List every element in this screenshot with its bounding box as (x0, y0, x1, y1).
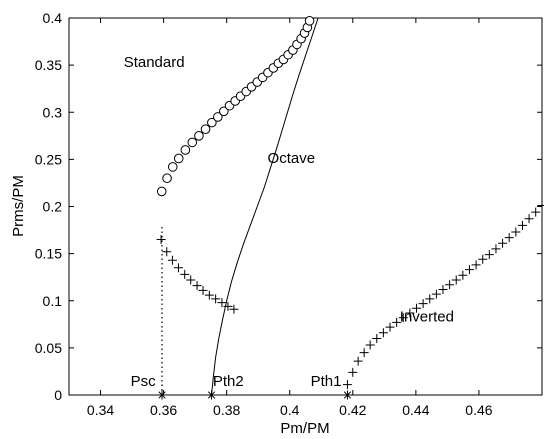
plus-point (471, 260, 481, 270)
plus-point (348, 367, 358, 377)
y-axis-ticks: 0 0.05 0.1 0.15 0.2 0.25 0.3 0.35 0.4 (35, 10, 542, 403)
plus-point (204, 290, 214, 300)
circle-point (162, 173, 172, 184)
plus-point (211, 294, 221, 304)
circle-point (167, 162, 178, 172)
plus-point (365, 340, 375, 350)
plus-point (411, 303, 421, 313)
plus-point (198, 285, 208, 295)
plus-point (524, 214, 534, 224)
circle-point (187, 137, 198, 148)
plus-point (531, 207, 541, 217)
annotation-label: Pth1 (311, 373, 342, 390)
plus-point (418, 299, 428, 309)
plus-point (173, 263, 183, 273)
x-axis-label: Pm/PM (280, 420, 329, 437)
plus-point (398, 313, 408, 323)
annotation-label: Pth2 (213, 373, 244, 390)
star-point (207, 390, 217, 400)
y-axis-label: Prms/PM (10, 175, 27, 237)
plus-point (342, 380, 352, 390)
y-tick-label: 0.35 (35, 57, 62, 73)
octave-boundary-line (211, 17, 319, 396)
plus-point (359, 348, 369, 358)
x-tick-label: 0.36 (150, 402, 177, 418)
circle-point (207, 117, 217, 128)
x-tick-label: 0.42 (339, 402, 366, 418)
circle-point (180, 145, 191, 155)
circle-point (156, 186, 167, 197)
circle-point (194, 131, 204, 141)
plus-point (167, 255, 177, 265)
annotation-label: Psc (131, 373, 157, 390)
y-tick-label: 0.25 (35, 151, 62, 167)
y-tick-label: 0.4 (43, 10, 63, 26)
plus-point (186, 275, 196, 285)
circle-point (173, 153, 184, 164)
circle-point (213, 112, 223, 122)
x-axis-ticks: 0.34 0.36 0.38 0.4 0.42 0.44 0.46 (87, 18, 493, 418)
y-tick-label: 0.3 (43, 104, 63, 120)
plus-point (431, 289, 441, 299)
y-tick-label: 0.15 (35, 246, 62, 262)
plus-point (392, 317, 402, 327)
plus-point (478, 254, 488, 264)
plus-point (217, 298, 227, 308)
chart-annotations: Standard Octave Inverted Psc Pth2 Pth1 (124, 54, 454, 390)
plus-point (180, 269, 190, 279)
plus-point (378, 328, 388, 338)
circle-point (304, 16, 315, 26)
x-tick-label: 0.4 (280, 402, 300, 418)
plus-point (517, 220, 527, 230)
plus-point (385, 322, 395, 332)
plus-point (451, 275, 461, 285)
plus-point (156, 234, 166, 244)
plus-point (458, 270, 468, 280)
y-tick-label: 0.2 (43, 199, 63, 215)
plus-point (353, 356, 363, 366)
circle-point (219, 106, 229, 117)
y-tick-label: 0.05 (35, 340, 62, 356)
annotation-label: Octave (268, 150, 316, 167)
x-tick-label: 0.34 (87, 402, 114, 418)
y-tick-label: 0 (54, 387, 62, 403)
star-point (157, 390, 167, 400)
plus-point (445, 280, 455, 290)
plus-point (484, 250, 494, 260)
plus-point (504, 233, 514, 243)
plus-point (491, 244, 501, 254)
x-tick-label: 0.44 (402, 402, 429, 418)
plus-point (537, 201, 544, 211)
plus-point (229, 304, 239, 314)
chart-marks (156, 16, 544, 400)
x-tick-label: 0.46 (465, 402, 492, 418)
star-point (342, 390, 352, 400)
plus-point (438, 284, 448, 294)
annotation-label: Standard (124, 54, 185, 71)
y-tick-label: 0.1 (43, 293, 63, 309)
plus-point (498, 238, 508, 248)
plus-point (405, 308, 415, 318)
x-tick-label: 0.38 (213, 402, 240, 418)
plus-point (511, 227, 521, 237)
plus-point (372, 333, 382, 343)
plus-point (464, 265, 474, 275)
plus-point (192, 281, 202, 291)
plus-point (425, 294, 435, 304)
plus-point (162, 247, 172, 257)
circle-point (200, 124, 211, 135)
annotation-label: Inverted (400, 308, 454, 325)
